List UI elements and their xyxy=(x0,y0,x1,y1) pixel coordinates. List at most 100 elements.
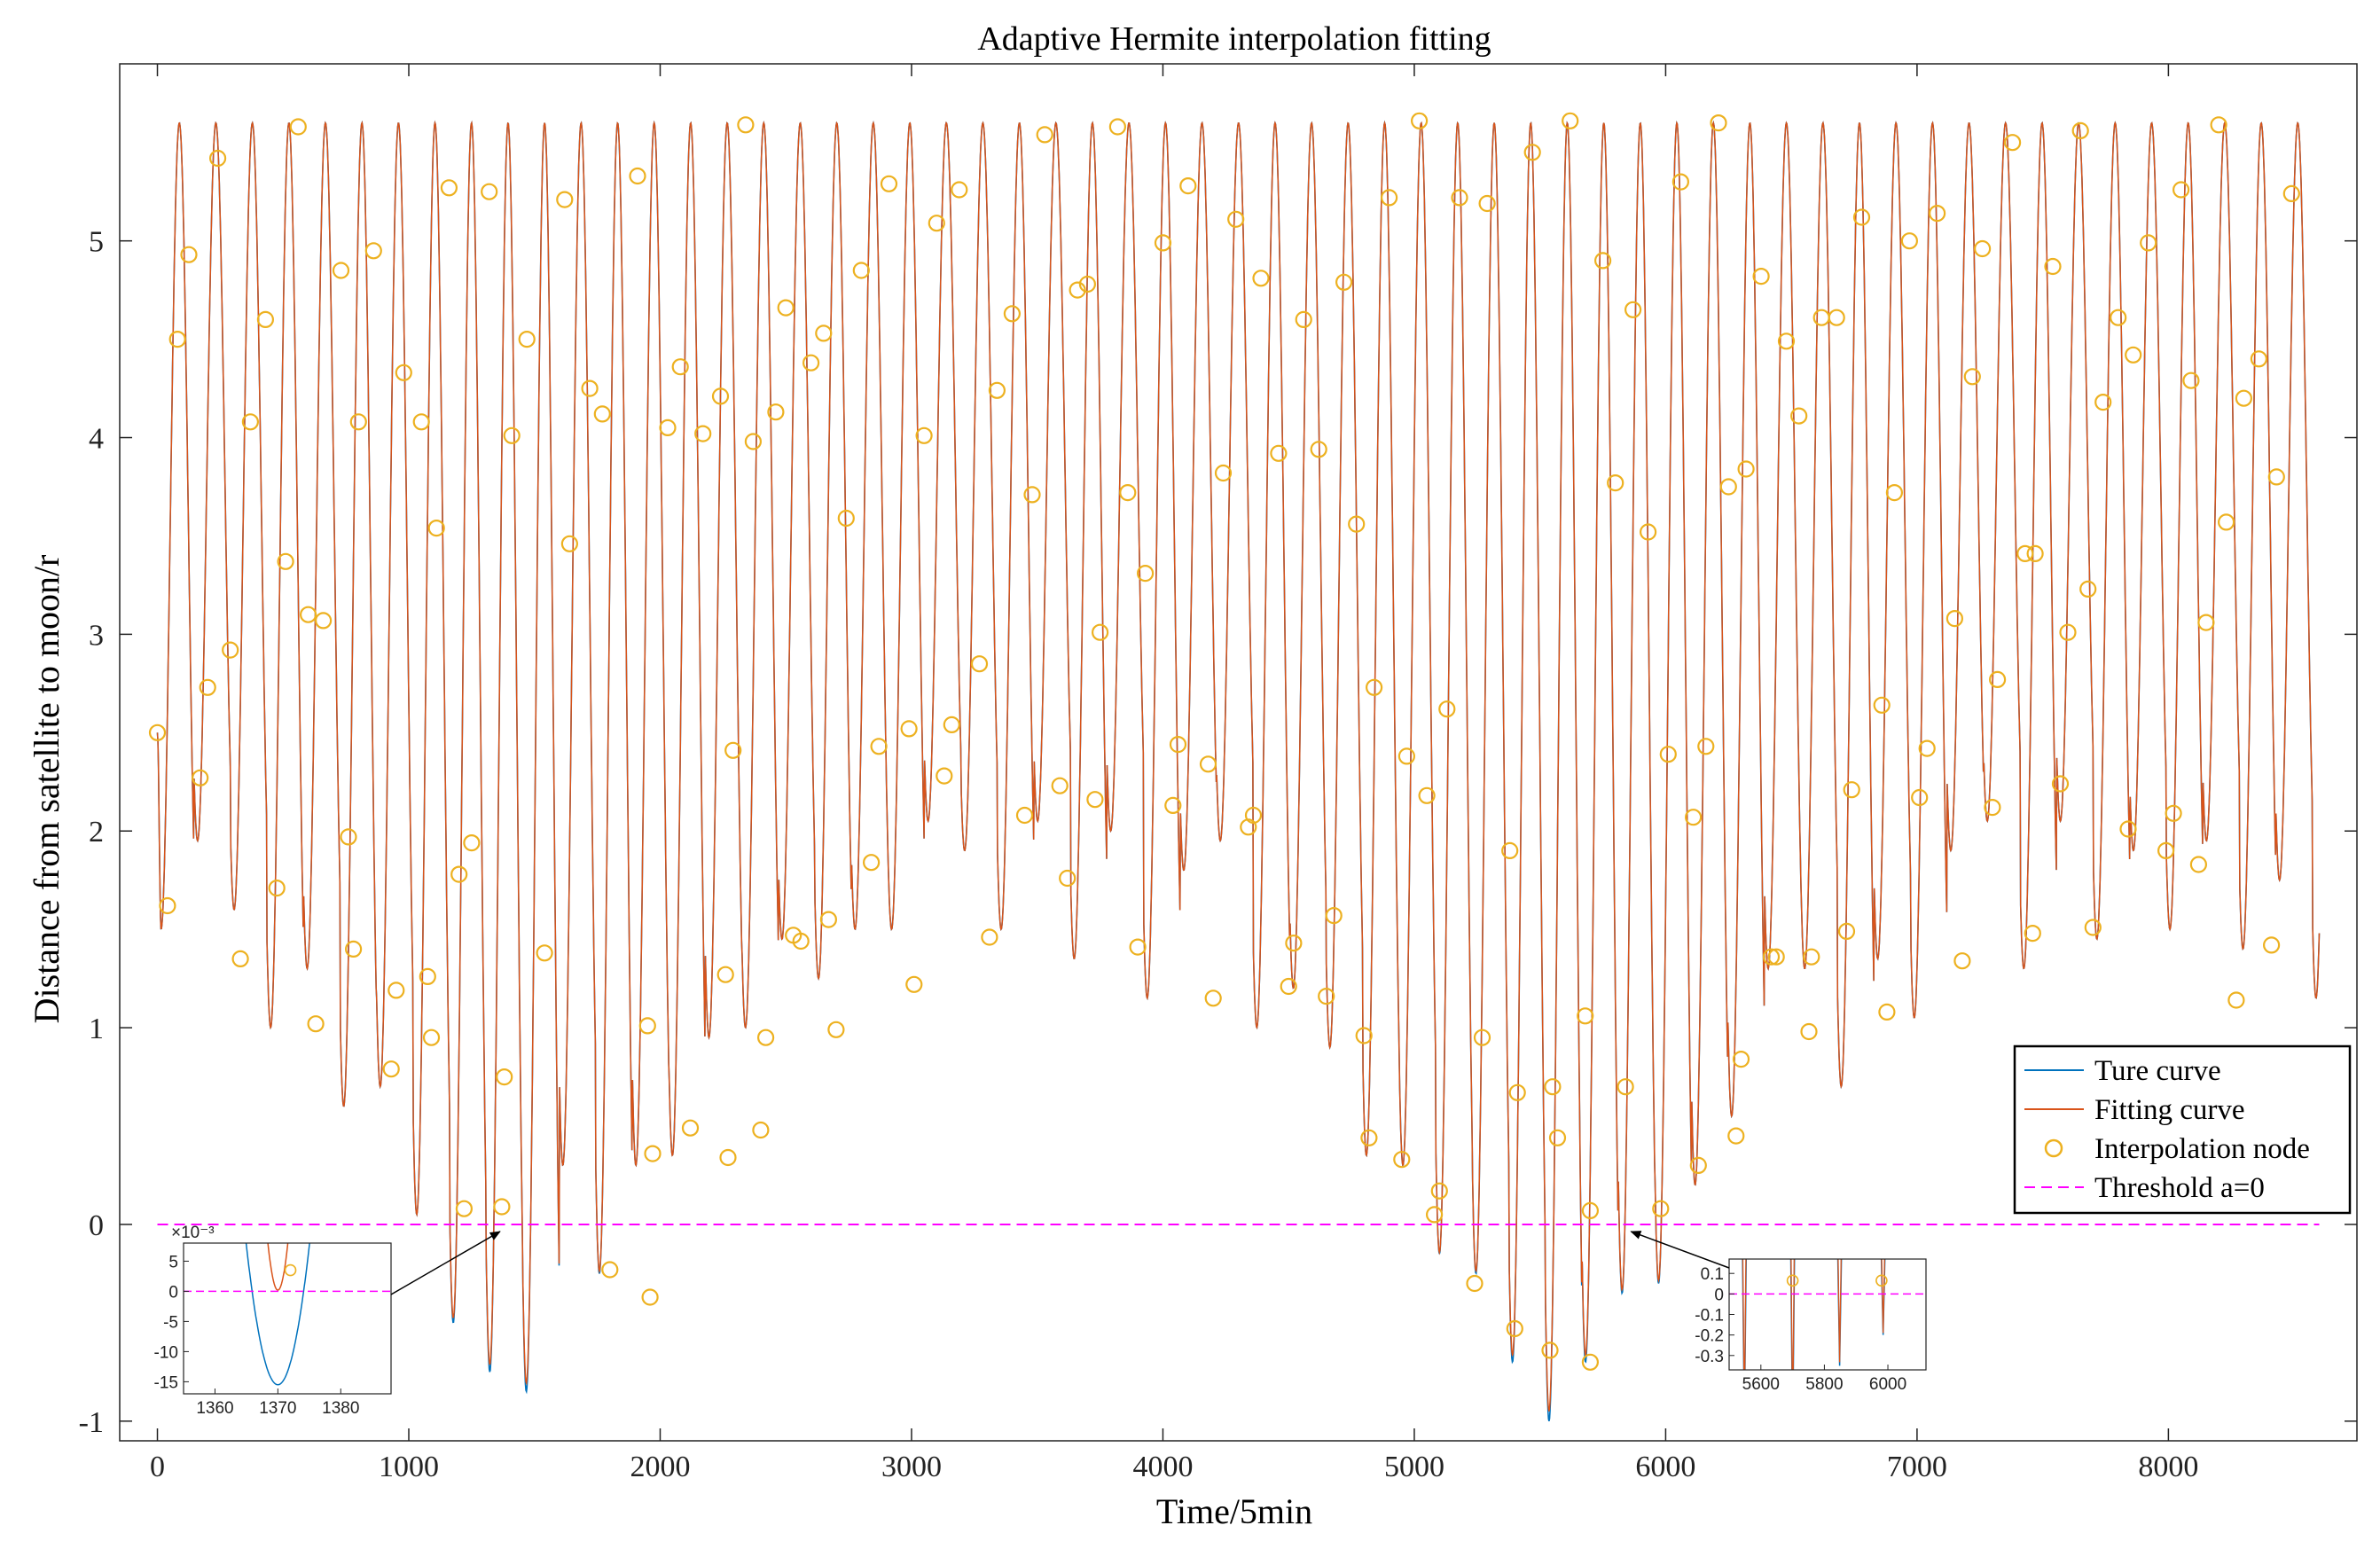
inset-true-curve xyxy=(245,1243,310,1386)
interpolation-node xyxy=(481,183,498,200)
interpolation-node xyxy=(1953,952,1971,970)
interpolation-node xyxy=(2024,924,2041,943)
interpolation-node xyxy=(300,606,317,623)
interpolation-node xyxy=(1252,270,1270,287)
inset-interpolation-node xyxy=(1875,1274,1888,1287)
interpolation-node xyxy=(1108,118,1127,136)
interpolation-node xyxy=(1199,755,1217,773)
legend-item-threshold: Threshold a=0 xyxy=(2024,1172,2265,1204)
interpolation-node xyxy=(1562,112,1579,129)
interpolation-node xyxy=(199,678,216,696)
interpolation-node xyxy=(1227,210,1245,228)
interpolation-node xyxy=(1129,938,1147,956)
interpolation-node xyxy=(1767,948,1785,966)
interpolation-node xyxy=(1348,515,1366,533)
x-tick-label: 2000 xyxy=(630,1451,690,1483)
interpolation-node xyxy=(1285,935,1303,952)
interpolation-node xyxy=(1852,208,1871,226)
interpolation-node xyxy=(641,1288,659,1306)
inset-background xyxy=(1729,1259,1926,1370)
interpolation-node xyxy=(802,354,820,372)
interpolation-node xyxy=(2218,513,2235,531)
y-tick-label: 1 xyxy=(89,1013,104,1045)
interpolation-node xyxy=(1214,464,1233,482)
interpolation-node xyxy=(2250,350,2267,368)
y-axis-label: Distance from satellite to moon/r xyxy=(27,555,67,1024)
inset-fitting-curve xyxy=(267,1243,289,1291)
interpolation-node xyxy=(1154,234,1172,252)
interpolation-node xyxy=(777,299,795,317)
interpolation-node xyxy=(1548,1129,1567,1146)
interpolation-node xyxy=(422,1029,441,1046)
interpolation-node xyxy=(496,1068,513,1086)
interpolation-node xyxy=(419,967,436,986)
y-tick-label: 0 xyxy=(89,1209,104,1242)
interpolation-node xyxy=(2094,394,2112,411)
interpolation-node xyxy=(2235,389,2252,407)
x-tick-label: 3000 xyxy=(881,1451,942,1483)
interpolation-node xyxy=(536,944,553,962)
interpolation-node xyxy=(2197,614,2215,631)
inset-fitting-spike xyxy=(1881,1259,1885,1334)
inset-y-tick-label: 5 xyxy=(168,1253,178,1271)
interpolation-node xyxy=(827,1021,845,1038)
interpolation-node xyxy=(2182,372,2200,389)
interpolation-node xyxy=(1697,738,1715,755)
interpolation-node xyxy=(671,358,689,376)
interpolation-node xyxy=(1179,177,1197,195)
inset-background xyxy=(184,1243,391,1394)
interpolation-node xyxy=(1023,486,1041,504)
interpolation-node xyxy=(1659,746,1677,763)
interpolation-node xyxy=(455,1200,474,1217)
inset-y-tick-label: 0.1 xyxy=(1701,1265,1724,1284)
y-tick-label: 3 xyxy=(89,619,104,652)
interpolation-node xyxy=(711,387,730,405)
axes-frame xyxy=(119,63,2358,1442)
interpolation-node xyxy=(1911,788,1929,807)
interpolation-node xyxy=(1015,806,1034,825)
interpolation-node xyxy=(644,1145,662,1162)
interpolation-node xyxy=(819,911,838,928)
interpolation-node xyxy=(1984,798,2001,817)
inset-x-tick-label: 6000 xyxy=(1869,1375,1906,1394)
interpolation-node xyxy=(307,1015,325,1033)
interpolation-node xyxy=(332,262,350,279)
interpolation-node xyxy=(518,331,536,348)
interpolation-node xyxy=(905,975,923,993)
interpolation-node xyxy=(1689,1156,1707,1175)
interpolation-node xyxy=(2157,841,2175,860)
inset-y-exponent: ×10⁻³ xyxy=(171,1224,215,1242)
interpolation-node xyxy=(168,331,186,348)
interpolation-node xyxy=(1800,1022,1818,1041)
interpolation-node xyxy=(1410,112,1429,129)
legend-item-true-curve: Ture curve xyxy=(2024,1055,2221,1087)
interpolation-node xyxy=(1945,609,1963,628)
interpolation-node xyxy=(1335,273,1353,291)
interpolation-node xyxy=(815,325,833,342)
interpolation-node xyxy=(1270,444,1288,462)
x-axis-label: Time/5min xyxy=(1156,1491,1312,1531)
interpolation-node xyxy=(493,1198,511,1216)
interpolation-node xyxy=(659,418,677,436)
interpolation-node xyxy=(1438,700,1456,718)
interpolation-node xyxy=(1710,114,1727,132)
interpolation-node xyxy=(581,379,599,397)
x-tick-label: 6000 xyxy=(1635,1451,1695,1483)
interpolation-node xyxy=(1295,310,1312,328)
interpolation-node xyxy=(593,405,611,423)
interpolation-node xyxy=(159,896,176,915)
interpolation-node xyxy=(1393,1151,1411,1169)
interpolation-node xyxy=(2263,936,2281,954)
interpolation-node xyxy=(1929,205,1946,223)
interpolation-node xyxy=(2044,257,2062,276)
interpolation-node xyxy=(2051,775,2070,793)
x-tick-label: 5000 xyxy=(1384,1451,1444,1483)
interpolation-node xyxy=(767,403,785,421)
zoom-arrow-right xyxy=(1630,1231,1730,1269)
interpolation-node xyxy=(1727,1127,1745,1145)
legend-item-fitting-curve: Fitting curve xyxy=(2024,1094,2245,1126)
interpolation-node xyxy=(1506,1319,1523,1338)
legend-box xyxy=(2013,1044,2352,1215)
inset-x-tick-label: 1380 xyxy=(322,1399,359,1418)
